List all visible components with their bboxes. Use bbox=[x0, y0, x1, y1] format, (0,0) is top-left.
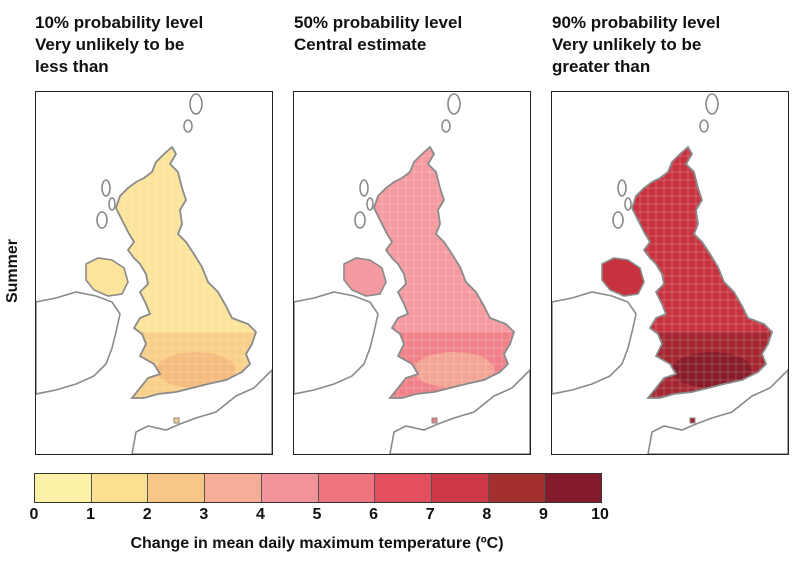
colorbar-segment bbox=[90, 474, 148, 502]
island-coast bbox=[189, 93, 203, 115]
panel-title-line2: Central estimate bbox=[294, 35, 427, 54]
panel-title-line3: less than bbox=[35, 57, 109, 76]
colorbar-segment bbox=[147, 474, 205, 502]
colorbar-tick-label: 9 bbox=[538, 506, 548, 523]
island-coast bbox=[366, 197, 374, 211]
colorbar-tick-label: 1 bbox=[86, 506, 96, 523]
france-coast bbox=[647, 368, 788, 454]
colorbar-tick-label: 6 bbox=[369, 506, 379, 523]
colorbar-tick-label: 10 bbox=[591, 506, 609, 523]
ireland-coast bbox=[36, 291, 121, 395]
panel-title-line2: Very unlikely to be bbox=[552, 35, 702, 54]
northern-ireland-coast bbox=[601, 257, 645, 297]
colorbar-title: Change in mean daily maximum temperature… bbox=[130, 535, 504, 552]
northern-ireland-coast bbox=[85, 257, 129, 297]
island-coast bbox=[101, 179, 111, 197]
colorbar-segment bbox=[317, 474, 375, 502]
uk-map-50pct bbox=[294, 93, 530, 454]
panel-title-10pct: 10% probability level Very unlikely to b… bbox=[35, 12, 203, 78]
panel-title-line1: 10% probability level bbox=[35, 13, 204, 32]
great-britain-coast bbox=[373, 145, 516, 399]
uk-map-90pct bbox=[552, 93, 788, 454]
panel-title-90pct: 90% probability level Very unlikely to b… bbox=[552, 12, 720, 78]
great-britain-coast bbox=[115, 145, 258, 399]
panel-title-line1: 90% probability level bbox=[552, 13, 721, 32]
colorbar-segment bbox=[374, 474, 431, 502]
island-coast bbox=[705, 93, 719, 115]
france-coast bbox=[389, 368, 530, 454]
colorbar-tick-label: 3 bbox=[199, 506, 209, 523]
panel-title-line2: Very unlikely to be bbox=[35, 35, 185, 54]
island-coast bbox=[624, 197, 632, 211]
island-coast bbox=[359, 179, 369, 197]
panel-title-line1: 50% probability level bbox=[294, 13, 463, 32]
island-coast bbox=[617, 179, 627, 197]
colorbar-tick-label: 7 bbox=[425, 506, 435, 523]
panel-title-50pct: 50% probability level Central estimate bbox=[294, 12, 462, 56]
colorbar bbox=[34, 473, 602, 503]
colorbar-segment bbox=[430, 474, 488, 502]
island-coast bbox=[699, 119, 709, 133]
colorbar-tick-label: 5 bbox=[312, 506, 322, 523]
colorbar-tick-label: 8 bbox=[482, 506, 492, 523]
uk-map-10pct bbox=[36, 93, 272, 454]
map-10pct bbox=[35, 91, 273, 455]
island-coast bbox=[96, 211, 108, 229]
colorbar-tick-label: 4 bbox=[255, 506, 265, 523]
great-britain-fill bbox=[116, 147, 256, 398]
island-coast bbox=[441, 119, 451, 133]
channel-islands bbox=[689, 417, 696, 424]
ireland-coast bbox=[552, 291, 637, 395]
channel-islands bbox=[173, 417, 180, 424]
island-coast bbox=[183, 119, 193, 133]
great-britain-coast bbox=[631, 145, 774, 399]
panel-title-line3: greater than bbox=[552, 57, 651, 76]
season-label: Summer bbox=[4, 238, 21, 304]
island-coast bbox=[447, 93, 461, 115]
great-britain-fill bbox=[632, 147, 772, 398]
ireland-coast bbox=[294, 291, 379, 395]
great-britain-fill bbox=[374, 147, 514, 398]
colorbar-tick-label: 0 bbox=[29, 506, 39, 523]
island-coast bbox=[354, 211, 366, 229]
colorbar-segment bbox=[544, 474, 602, 502]
map-50pct bbox=[293, 91, 531, 455]
colorbar-segment bbox=[487, 474, 545, 502]
channel-islands bbox=[431, 417, 438, 424]
island-coast bbox=[108, 197, 116, 211]
map-90pct bbox=[551, 91, 789, 455]
northern-ireland-coast bbox=[343, 257, 387, 297]
colorbar-segment bbox=[260, 474, 318, 502]
france-coast bbox=[131, 368, 272, 454]
colorbar-segment bbox=[204, 474, 261, 502]
colorbar-segment bbox=[35, 474, 91, 502]
colorbar-tick-label: 2 bbox=[142, 506, 152, 523]
island-coast bbox=[612, 211, 624, 229]
